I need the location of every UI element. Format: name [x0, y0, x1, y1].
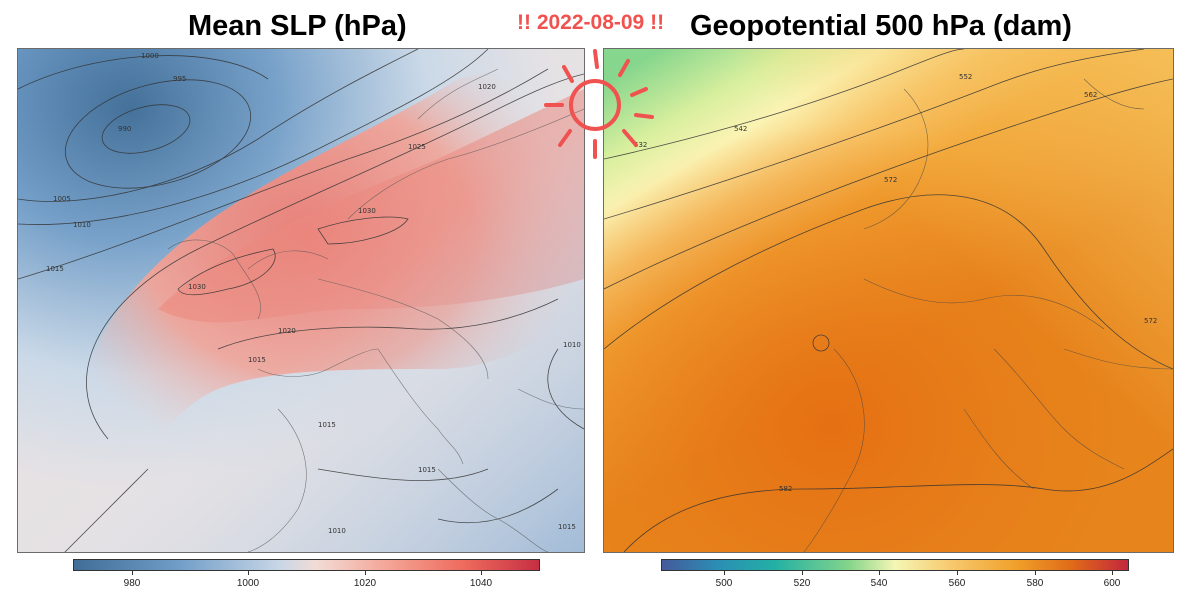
- z500-contour-label: 572: [1144, 317, 1157, 325]
- slp-tick-mark: [365, 570, 366, 575]
- slp-colorbar: [73, 559, 540, 571]
- z500-tick-mark: [1112, 570, 1113, 575]
- slp-contour-label: 1015: [46, 265, 64, 273]
- z500-contour-label: 542: [734, 125, 747, 133]
- slp-panel-title: Mean SLP (hPa): [188, 10, 407, 42]
- slp-tick-label: 980: [123, 578, 141, 589]
- slp-contour-label: 1005: [53, 195, 71, 203]
- z500-colorbar: [661, 559, 1129, 571]
- z500-tick-label: 540: [870, 578, 888, 589]
- z500-tick-label: 500: [715, 578, 733, 589]
- slp-contour-label: 1030: [358, 207, 376, 215]
- z500-tick-label: 560: [948, 578, 966, 589]
- z500-tick-label: 580: [1026, 578, 1044, 589]
- z500-map-graphic: 552 542 532 562 572 572 582: [604, 49, 1173, 552]
- z500-tick-mark: [957, 570, 958, 575]
- slp-contour-label: 1025: [408, 143, 426, 151]
- slp-map: 1000 995 990 1005 1010 1015 1020 1025 10…: [17, 48, 585, 553]
- z500-contour-label: 562: [1084, 91, 1097, 99]
- z500-panel-title: Geopotential 500 hPa (dam): [690, 10, 1072, 42]
- slp-contour-label: 990: [118, 125, 131, 133]
- slp-contour-label: 1015: [248, 356, 266, 364]
- slp-contour-label: 1015: [318, 421, 336, 429]
- slp-contour-label: 1000: [141, 52, 159, 60]
- z500-contour-label: 552: [959, 73, 972, 81]
- slp-tick-label: 1020: [353, 578, 377, 589]
- date-banner: !! 2022-08-09 !!: [517, 11, 665, 34]
- slp-contour-label: 1020: [278, 327, 296, 335]
- z500-contour-label: 532: [634, 141, 647, 149]
- slp-contour-label: 1030: [188, 283, 206, 291]
- z500-tick-mark: [1035, 570, 1036, 575]
- z500-tick-label: 600: [1103, 578, 1121, 589]
- slp-contour-label: 1010: [563, 341, 581, 349]
- slp-contour-label: 1020: [478, 83, 496, 91]
- z500-tick-mark: [802, 570, 803, 575]
- slp-map-graphic: 1000 995 990 1005 1010 1015 1020 1025 10…: [18, 49, 584, 552]
- slp-tick-mark: [248, 570, 249, 575]
- z500-tick-mark: [724, 570, 725, 575]
- slp-tick-label: 1040: [469, 578, 493, 589]
- z500-map: 552 542 532 562 572 572 582: [603, 48, 1174, 553]
- slp-contour-label: 1015: [558, 523, 576, 531]
- z500-tick-label: 520: [793, 578, 811, 589]
- slp-contour-label: 1010: [328, 527, 346, 535]
- z500-contour-label: 582: [779, 485, 792, 493]
- slp-contour-label: 1015: [418, 466, 436, 474]
- slp-tick-mark: [481, 570, 482, 575]
- slp-contour-label: 995: [173, 75, 186, 83]
- slp-tick-mark: [132, 570, 133, 575]
- slp-tick-label: 1000: [236, 578, 260, 589]
- z500-tick-mark: [879, 570, 880, 575]
- slp-contour-label: 1010: [73, 221, 91, 229]
- z500-contour-label: 572: [884, 176, 897, 184]
- sun-icon: [544, 49, 654, 159]
